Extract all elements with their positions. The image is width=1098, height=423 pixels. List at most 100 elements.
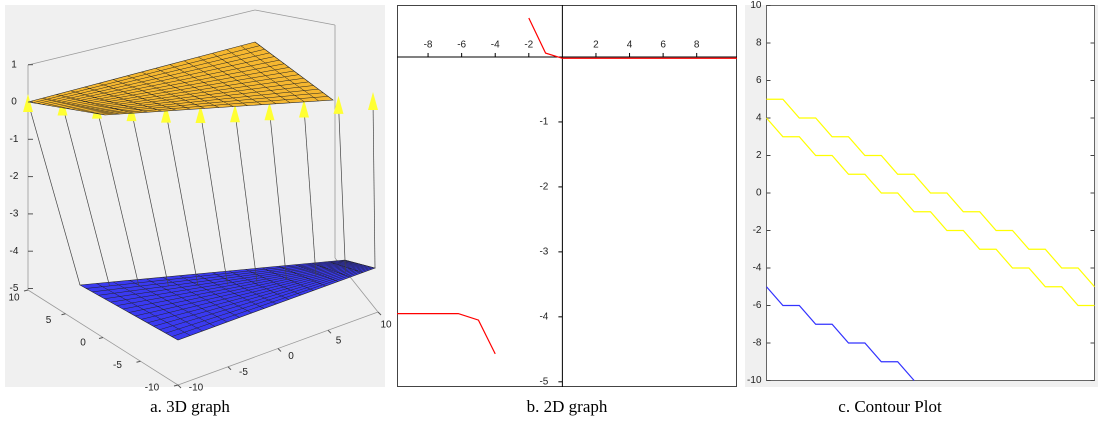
y-tick-label: -5: [113, 360, 122, 371]
upper-surface-grid: [240, 45, 319, 102]
lower-surface-grid: [159, 266, 370, 330]
y-tick-label: -8: [753, 338, 762, 349]
lower-surface-grid: [147, 265, 366, 324]
line-series: [528, 17, 737, 59]
x-tick: [277, 348, 282, 352]
upper-surface-grid: [226, 49, 305, 103]
spike-top: [333, 95, 344, 114]
upper-surface-grid: [155, 68, 234, 107]
y-tick-label: -1: [539, 117, 548, 128]
x-tick-label: 4: [627, 40, 633, 51]
lower-surface-grid: [278, 266, 326, 287]
upper-surface-grid: [100, 96, 329, 115]
x-tick-label: -4: [491, 40, 500, 51]
spike: [269, 110, 287, 280]
upper-surface-grid: [169, 64, 248, 106]
upper-surface-grid: [95, 92, 324, 114]
lower-surface-grid: [311, 262, 351, 278]
y-tick-label: -3: [539, 247, 548, 258]
axis-box: [254, 9, 336, 26]
y-tick-label: 2: [756, 150, 762, 161]
y-tick-label: -4: [539, 311, 548, 322]
y-tick-label: 10: [8, 293, 20, 304]
spike-top: [161, 104, 171, 123]
spike: [62, 105, 110, 286]
upper-surface-grid: [198, 56, 277, 104]
lower-surface-grid: [135, 264, 362, 317]
x-tick-label: -8: [424, 40, 433, 51]
spike-top: [230, 104, 240, 123]
x-tick: [377, 311, 382, 316]
contour-line: [766, 117, 1095, 307]
x-tick-label: -2: [524, 40, 533, 51]
y-tick-label: -5: [539, 376, 548, 387]
spike: [372, 99, 376, 269]
x-tick-label: 6: [660, 40, 666, 51]
spike-top: [264, 102, 275, 121]
caption: a. 3D graph: [150, 397, 230, 416]
y-tick-label: 4: [756, 113, 762, 124]
spike: [338, 103, 346, 273]
upper-surface-grid: [85, 85, 314, 112]
upper-surface-grid: [66, 70, 295, 109]
z-tick-label: -2: [10, 171, 19, 182]
y-tick: [173, 384, 179, 387]
upper-surface-grid: [183, 60, 262, 105]
z-tick-label: 1: [11, 59, 17, 70]
spike-top: [23, 94, 33, 112]
lower-surface-grid: [153, 265, 368, 327]
y-tick-label: -10: [145, 383, 160, 394]
y-tick: [61, 313, 66, 316]
upper-surface-grid: [76, 78, 304, 111]
y-tick-label: -2: [539, 182, 548, 193]
panel-b-frame: [397, 5, 737, 387]
upper-surface-grid: [80, 81, 309, 112]
spike: [234, 112, 258, 283]
spike-top: [299, 99, 309, 118]
z-tick-label: 0: [11, 97, 17, 108]
line-series: [397, 312, 496, 355]
axis-box: [27, 9, 256, 66]
y-tick-label: 10: [750, 0, 762, 11]
caption: c. Contour Plot: [838, 397, 942, 416]
x-tick-label: 0: [288, 351, 294, 362]
caption: b. 2D graph: [527, 397, 608, 416]
x-tick-label: -5: [239, 367, 248, 378]
z-tick-label: -1: [10, 134, 19, 145]
x-tick-label: 2: [593, 40, 599, 51]
lower-surface-grid: [245, 269, 302, 296]
lower-surface-grid: [262, 267, 314, 291]
x-tick-label: 8: [694, 40, 700, 51]
spike: [96, 108, 140, 287]
lower-surface-grid: [171, 267, 374, 337]
y-tick-label: 5: [46, 315, 52, 326]
y-tick-label: -4: [753, 263, 762, 274]
x-tick-label: -10: [189, 383, 204, 394]
x-tick-label: -6: [457, 40, 466, 51]
spike: [303, 107, 317, 277]
y-tick-label: 8: [756, 38, 762, 49]
z-tick-label: -5: [10, 283, 19, 294]
y-tick-label: 0: [756, 188, 762, 199]
z-tick-label: -4: [10, 246, 19, 257]
upper-surface-grid: [71, 74, 299, 110]
y-tick-label: -6: [753, 300, 762, 311]
spike-top: [195, 105, 206, 123]
y-tick-label: 6: [756, 75, 762, 86]
x-tick-label: 10: [380, 320, 392, 331]
lower-surface-grid: [141, 264, 364, 320]
spike-top: [368, 92, 378, 110]
lower-surface-grid: [295, 264, 339, 282]
contour-line: [766, 286, 915, 381]
y-tick: [98, 337, 104, 339]
y-tick: [23, 289, 29, 292]
y-tick-label: -10: [747, 375, 762, 386]
y-tick: [136, 360, 141, 363]
spike: [27, 101, 81, 286]
lower-surface-grid: [165, 266, 372, 334]
x-tick: [227, 366, 232, 371]
spike: [200, 112, 228, 285]
contour-line: [766, 98, 1095, 288]
lower-surface-grid: [128, 263, 361, 313]
